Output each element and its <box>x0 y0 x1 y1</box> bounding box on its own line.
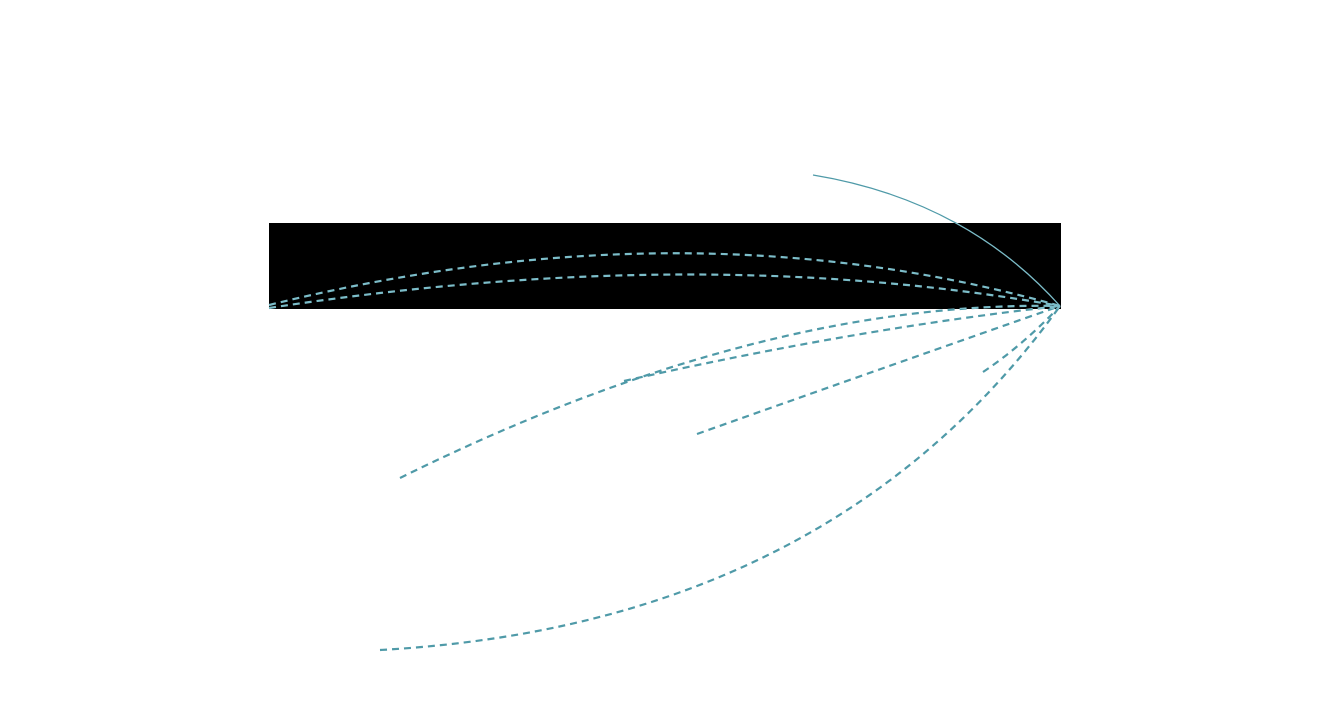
curve-top-solid-on-band <box>954 223 1061 307</box>
curve-short-c-on-band <box>1055 305 1061 309</box>
curve-lower-band-on-band <box>946 304 1061 309</box>
curve-short-c <box>982 305 1061 373</box>
curve-bottom-sweep <box>379 305 1061 652</box>
curve-upper-band-on-band <box>269 252 1061 308</box>
curve-mid-band-on-band <box>269 273 1061 309</box>
curve-lower-band <box>399 304 1061 479</box>
curve-group-on-black <box>269 223 1061 309</box>
curve-short-a-on-band <box>1024 304 1061 309</box>
curve-bottom-sweep-on-band <box>1056 305 1061 309</box>
black-band <box>269 223 1061 309</box>
curve-short-a <box>623 304 1061 383</box>
curve-short-b <box>696 304 1061 436</box>
